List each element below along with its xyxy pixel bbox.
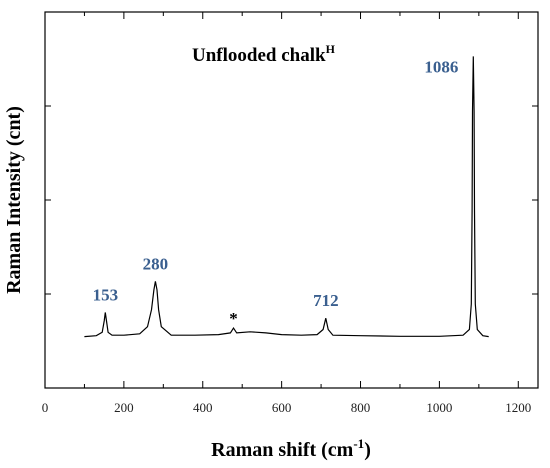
chart-title-main: Unflooded chalk — [192, 45, 326, 66]
axis-ticks — [44, 12, 538, 388]
x-tick-labels: 0 200 400 600 800 1000 1200 — [42, 400, 532, 415]
x-tick-label: 400 — [193, 400, 213, 415]
x-axis-title-main: Raman shift (cm — [211, 439, 354, 461]
x-tick-label: 800 — [351, 400, 371, 415]
peak-label: 153 — [93, 286, 119, 305]
peak-label: 1086 — [424, 57, 458, 76]
x-tick-label: 1200 — [505, 400, 531, 415]
peak-label: 280 — [143, 254, 169, 273]
x-tick-label: 0 — [42, 400, 49, 415]
peak-annotations: 153 280 * 712 1086 — [93, 57, 459, 328]
peak-label: 712 — [313, 291, 339, 310]
x-tick-label: 600 — [272, 400, 292, 415]
chart-title: Unflooded chalkH — [192, 42, 336, 66]
chart-title-superscript: H — [326, 42, 336, 56]
x-axis-title-superscript: -1 — [353, 436, 364, 451]
artifact-marker: * — [229, 309, 238, 328]
x-tick-label: 200 — [114, 400, 134, 415]
spectrum-line — [84, 56, 489, 338]
x-axis-title: Raman shift (cm-1) — [211, 436, 371, 461]
y-axis-title: Raman Intensity (cnt) — [3, 106, 25, 294]
x-axis-title-end: ) — [364, 439, 371, 461]
plot-frame — [44, 11, 539, 389]
x-tick-label: 1000 — [426, 400, 452, 415]
